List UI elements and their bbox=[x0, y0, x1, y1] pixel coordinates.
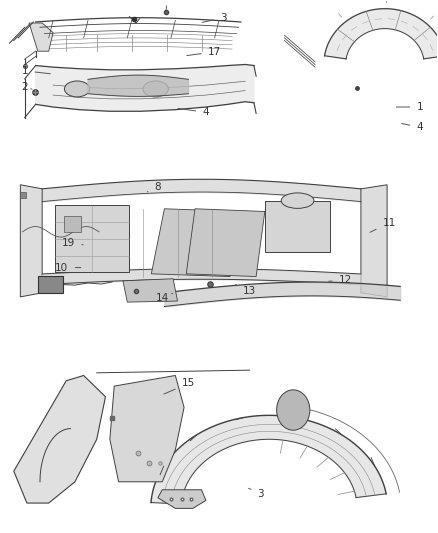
Text: 2: 2 bbox=[21, 82, 32, 92]
Circle shape bbox=[277, 390, 310, 430]
Polygon shape bbox=[29, 23, 53, 51]
FancyBboxPatch shape bbox=[55, 205, 130, 272]
Polygon shape bbox=[325, 9, 438, 59]
Text: 10: 10 bbox=[55, 263, 81, 272]
Text: 3: 3 bbox=[249, 488, 264, 499]
Polygon shape bbox=[88, 75, 188, 96]
Ellipse shape bbox=[64, 81, 90, 97]
Polygon shape bbox=[35, 64, 254, 111]
Text: 13: 13 bbox=[236, 285, 256, 296]
Polygon shape bbox=[123, 279, 177, 302]
Text: 14: 14 bbox=[155, 293, 173, 303]
Polygon shape bbox=[158, 490, 206, 508]
Text: 1: 1 bbox=[21, 66, 50, 76]
Ellipse shape bbox=[143, 81, 168, 97]
Polygon shape bbox=[151, 415, 386, 504]
Text: 19: 19 bbox=[62, 238, 83, 247]
Polygon shape bbox=[151, 209, 239, 277]
Bar bbox=[64, 216, 81, 232]
Polygon shape bbox=[14, 375, 106, 503]
Text: 8: 8 bbox=[147, 182, 161, 192]
Polygon shape bbox=[361, 185, 387, 297]
Text: 3: 3 bbox=[202, 13, 227, 23]
Text: 15: 15 bbox=[164, 378, 195, 394]
Polygon shape bbox=[186, 209, 265, 277]
Bar bbox=[265, 200, 330, 252]
Text: 1: 1 bbox=[396, 102, 423, 112]
Text: 4: 4 bbox=[178, 107, 209, 117]
FancyBboxPatch shape bbox=[38, 276, 63, 293]
Ellipse shape bbox=[281, 193, 314, 208]
Polygon shape bbox=[110, 375, 184, 482]
Text: 17: 17 bbox=[187, 47, 221, 56]
Text: 11: 11 bbox=[370, 218, 396, 232]
Text: 12: 12 bbox=[329, 276, 352, 285]
Polygon shape bbox=[20, 185, 42, 297]
Text: 4: 4 bbox=[402, 122, 423, 132]
